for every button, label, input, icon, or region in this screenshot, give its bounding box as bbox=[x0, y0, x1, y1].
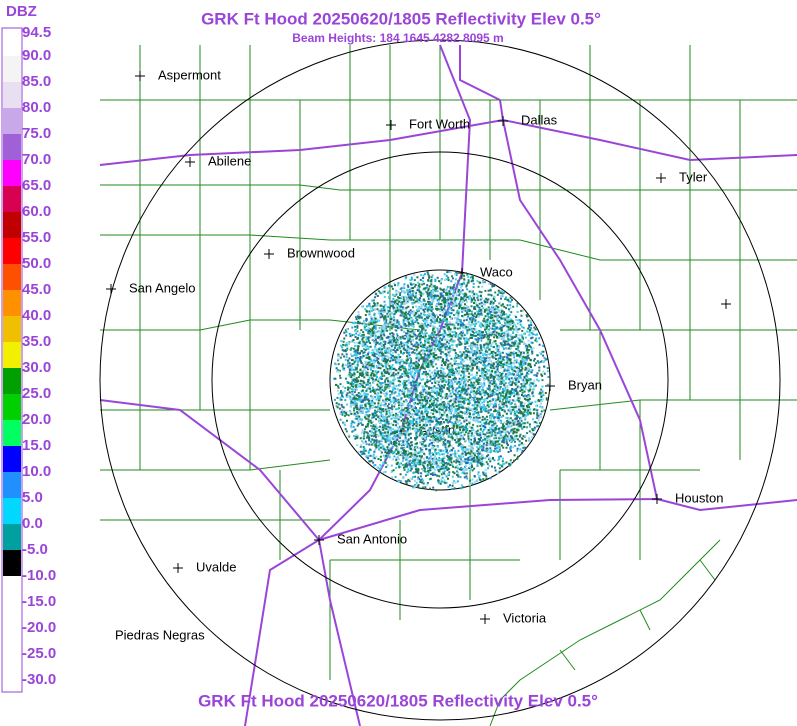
color-swatch bbox=[3, 498, 21, 524]
color-swatch bbox=[3, 290, 21, 316]
color-swatch bbox=[3, 472, 21, 498]
city-marker bbox=[106, 284, 116, 294]
legend-label: 10.0 bbox=[22, 463, 51, 480]
legend-label: -10.0 bbox=[22, 567, 56, 584]
legend-label: 15.0 bbox=[22, 437, 51, 454]
legend-label: 85.0 bbox=[22, 73, 51, 90]
legend-label: 45.0 bbox=[22, 281, 51, 298]
city-label: Tyler bbox=[679, 169, 708, 184]
echo-pixels bbox=[335, 271, 548, 492]
footer-title: GRK Ft Hood 20250620/1805 Reflectivity E… bbox=[198, 691, 598, 710]
legend-label: 20.0 bbox=[22, 411, 51, 428]
coastline bbox=[489, 539, 721, 726]
color-swatch bbox=[3, 394, 21, 420]
legend-label: 40.0 bbox=[22, 307, 51, 324]
legend-label: 5.0 bbox=[22, 489, 43, 506]
legend-label: 30.0 bbox=[22, 359, 51, 376]
legend-label: 70.0 bbox=[22, 151, 51, 168]
city-label: Waco bbox=[480, 264, 513, 279]
base-map: Aspermont Fort Worth Dallas Abilene Tyler Bro… bbox=[99, 39, 797, 726]
color-swatch bbox=[3, 654, 21, 680]
legend-label: 60.0 bbox=[22, 203, 51, 220]
legend-label: 0.0 bbox=[22, 515, 43, 532]
color-swatch bbox=[3, 56, 21, 82]
color-swatch bbox=[3, 550, 21, 576]
county-lines bbox=[100, 45, 797, 680]
echo-pixels bbox=[333, 270, 550, 490]
color-swatch bbox=[3, 134, 21, 160]
city-label: Uvalde bbox=[196, 559, 236, 574]
color-swatch bbox=[3, 576, 21, 602]
legend-label: -20.0 bbox=[22, 619, 56, 636]
legend-label: 90.0 bbox=[22, 47, 51, 64]
city-label: Piedras Negras bbox=[115, 627, 205, 642]
legend-label: 94.5 bbox=[22, 24, 51, 41]
city-label: Bryan bbox=[568, 377, 602, 392]
color-swatch bbox=[3, 82, 21, 108]
title: GRK Ft Hood 20250620/1805 Reflectivity E… bbox=[201, 9, 601, 28]
color-swatch bbox=[3, 108, 21, 134]
city-label: Brownwood bbox=[287, 245, 355, 260]
color-swatch bbox=[3, 342, 21, 368]
color-swatch bbox=[3, 420, 21, 446]
range-ring bbox=[211, 151, 669, 609]
legend-label: 55.0 bbox=[22, 229, 51, 246]
legend-label: -25.0 bbox=[22, 645, 56, 662]
city-marker bbox=[480, 614, 490, 624]
city-label: Dallas bbox=[521, 112, 558, 127]
legend-label: -30.0 bbox=[22, 671, 56, 688]
city-label: San Angelo bbox=[129, 280, 196, 295]
city-label: Fort Worth bbox=[409, 116, 470, 131]
city-marker bbox=[652, 494, 662, 504]
color-swatch bbox=[3, 602, 21, 628]
city-marker bbox=[545, 381, 555, 391]
legend-label: 75.0 bbox=[22, 125, 51, 142]
city-marker bbox=[185, 157, 195, 167]
city-marker bbox=[721, 299, 731, 309]
legend-label: -5.0 bbox=[22, 541, 48, 558]
city-label: Abilene bbox=[208, 153, 251, 168]
city-marker bbox=[314, 535, 324, 545]
highways bbox=[99, 44, 797, 726]
echo-pixels bbox=[334, 271, 549, 487]
city-label: Victoria bbox=[503, 610, 547, 625]
range-ring bbox=[99, 39, 781, 721]
city-marker bbox=[498, 116, 508, 126]
radar-echo bbox=[333, 270, 550, 492]
color-swatch bbox=[3, 212, 21, 238]
city-marker bbox=[386, 120, 396, 130]
color-swatch bbox=[3, 264, 21, 290]
city-marker bbox=[656, 173, 666, 183]
color-bar: 94.5 90.0 85.0 80.0 75.0 70.0 65.0 60.0 55.0 50.0… bbox=[1, 24, 56, 693]
legend-label: 65.0 bbox=[22, 177, 51, 194]
legend-label: 50.0 bbox=[22, 255, 51, 272]
city-marker bbox=[264, 249, 274, 259]
legend-label: 80.0 bbox=[22, 99, 51, 116]
color-swatch bbox=[3, 186, 21, 212]
city-marker bbox=[457, 268, 467, 278]
city-label: Aspermont bbox=[158, 67, 221, 82]
legend-label: 25.0 bbox=[22, 385, 51, 402]
range-ring bbox=[329, 269, 551, 491]
color-swatch bbox=[3, 628, 21, 654]
color-swatch bbox=[3, 524, 21, 550]
color-swatch bbox=[3, 316, 21, 342]
subtitle: Beam Heights: 184 1645 4282 8095 m bbox=[292, 31, 503, 45]
legend-label: 35.0 bbox=[22, 333, 51, 350]
echo-pixels bbox=[335, 271, 549, 490]
city-marker bbox=[173, 563, 183, 573]
color-swatch bbox=[3, 238, 21, 264]
color-swatch bbox=[3, 446, 21, 472]
city-label: Houston bbox=[675, 490, 723, 505]
color-swatch bbox=[3, 160, 21, 186]
city-marker bbox=[135, 71, 145, 81]
city-label: San Antonio bbox=[337, 531, 407, 546]
legend-unit: DBZ bbox=[6, 3, 37, 20]
echo-pixels bbox=[335, 271, 545, 489]
color-swatch bbox=[3, 368, 21, 394]
legend-label: -15.0 bbox=[22, 593, 56, 610]
